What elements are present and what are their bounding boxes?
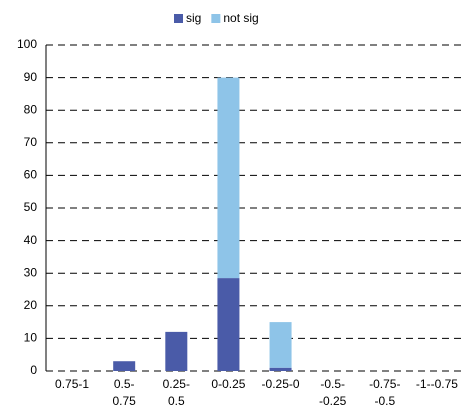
legend-swatch [211, 14, 221, 23]
x-tick-label: -0.5--0.25 [319, 377, 347, 408]
y-tick-label: 70 [24, 135, 38, 149]
y-tick-label: 0 [30, 363, 37, 377]
bar-segment [269, 322, 292, 368]
y-tick-label: 10 [24, 331, 38, 345]
bar-segment [269, 367, 292, 371]
y-tick-label: 40 [24, 233, 38, 247]
x-tick-label: 0.5-0.75 [112, 377, 136, 408]
y-tick-label: 90 [24, 70, 38, 84]
x-tick-label: -1--0.75 [415, 377, 458, 391]
x-tick-label: 0-0.25 [211, 377, 246, 391]
legend-label: sig [186, 11, 201, 25]
x-tick-label: 0.75-1 [55, 377, 90, 391]
x-tick-label: -0.25-0 [261, 377, 300, 391]
legend-label: not sig [223, 11, 258, 25]
y-tick-label: 20 [24, 298, 38, 312]
y-tick-label: 60 [24, 168, 38, 182]
bar-segment [217, 77, 240, 279]
y-tick-label: 50 [24, 200, 38, 214]
x-tick-label: 0.25-0.5 [162, 377, 190, 408]
bar-segment [217, 278, 240, 371]
y-tick-label: 100 [17, 37, 37, 51]
x-tick-label: -0.75--0.5 [369, 377, 401, 408]
y-tick-label: 30 [24, 265, 38, 279]
legend-swatch [174, 14, 183, 23]
bar-segment [165, 331, 188, 371]
y-tick-label: 80 [24, 102, 38, 116]
bar-segment [113, 361, 136, 371]
